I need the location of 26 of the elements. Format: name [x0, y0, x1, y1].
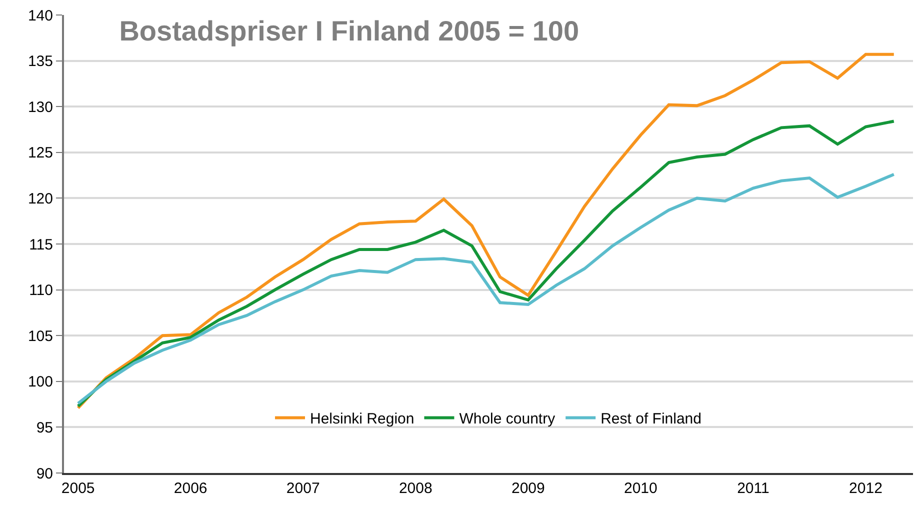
x-tick-label: 2010: [624, 480, 658, 497]
chart-title: Bostadspriser I Finland 2005 = 100: [119, 15, 580, 46]
y-tick-label: 110: [29, 282, 53, 300]
x-tick-label: 2007: [286, 480, 320, 497]
y-tick-label: 140: [28, 7, 53, 24]
y-tick-label: 100: [28, 374, 53, 391]
legend-label: Rest of Finland: [600, 410, 702, 428]
line-series: [76, 52, 896, 410]
y-tick-label: 120: [28, 190, 53, 208]
x-tick-label: 2005: [61, 480, 95, 497]
y-tick-label: 135: [28, 53, 53, 70]
y-tick-label: 95: [36, 419, 53, 436]
y-tick-label: 115: [29, 236, 53, 254]
legend-label: Whole country: [459, 410, 556, 428]
x-tick-label: 2009: [511, 480, 545, 497]
legend-label: Helsinki Region: [310, 410, 414, 428]
y-tick-label: 125: [28, 144, 53, 162]
line-series: [76, 120, 896, 408]
y-tick-label: 105: [28, 328, 53, 345]
x-tick-label: 2011: [737, 480, 770, 497]
x-tick-label: 2006: [174, 480, 208, 497]
y-tick-label: 130: [28, 98, 53, 116]
x-tick-label: 2012: [849, 480, 882, 497]
y-tick-label: 90: [36, 465, 53, 482]
x-tick-label: 2008: [398, 480, 432, 497]
line-series: [76, 172, 896, 405]
